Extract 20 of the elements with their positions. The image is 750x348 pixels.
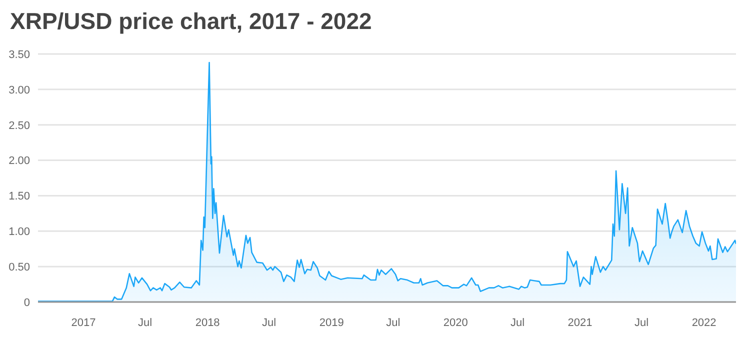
x-tick-label: Jul: [634, 316, 649, 329]
x-tick-label: Jul: [138, 316, 152, 329]
chart-title: XRP/USD price chart, 2017 - 2022: [10, 8, 372, 35]
y-tick-label: 1.50: [8, 190, 30, 203]
x-tick-label: 2021: [568, 316, 592, 329]
y-tick-label: 0.50: [8, 261, 30, 274]
x-tick-label: 2020: [443, 316, 468, 329]
x-tick-label: Jul: [510, 316, 525, 329]
y-tick-label: 2.50: [8, 120, 30, 132]
y-tick-label: 2.00: [8, 155, 30, 168]
x-tick-label: 2022: [692, 316, 716, 329]
y-tick-label: 0: [24, 296, 30, 309]
y-tick-label: 3.00: [8, 84, 30, 96]
x-tick-label: 2018: [195, 316, 220, 329]
y-tick-label: 1.00: [8, 226, 30, 238]
x-tick-label: 2019: [319, 316, 344, 329]
x-tick-label: 2017: [71, 316, 96, 329]
x-tick-label: Jul: [262, 316, 276, 329]
x-tick-label: Jul: [386, 316, 400, 329]
y-tick-label: 3.50: [8, 48, 30, 61]
